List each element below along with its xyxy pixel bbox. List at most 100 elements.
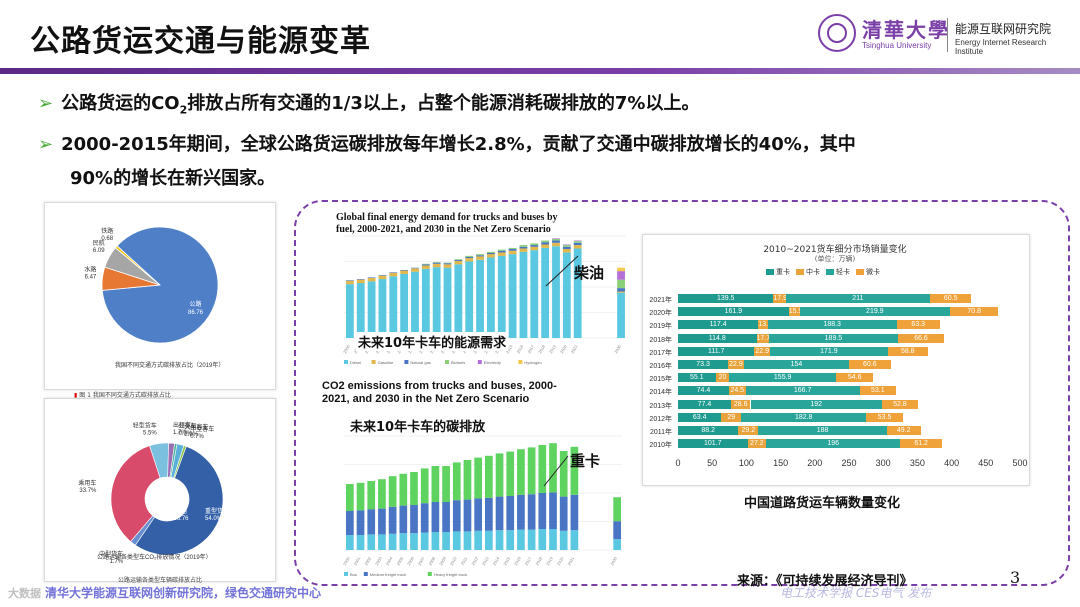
energyChart-bar-2006-diesel [411,271,419,338]
charts-dashed-frame [294,200,1070,586]
hbar-segment-微卡: 53.5 [866,412,903,422]
energyChart-bar-2009-gasoline [443,264,452,268]
energyChart-tick-2019: 2019 [548,343,557,354]
energyChart-bar-2008-diesel [432,267,441,338]
bullet-1: ➢ 公路货运的CO2排放占所有交通的1/3以上，占整个能源消耗碳排放的7%以上。 [38,90,699,125]
co2Chart-bar-2015-bus [506,530,515,550]
co2Chart-tick-2021: 2021 [566,555,575,566]
hbar-segment-中卡: 24.5 [728,386,746,396]
hbar-ylabel: 2018年 [649,336,672,344]
hbar-segment-重卡: 114.8 [678,333,757,343]
co2Chart-bar-2002-bus [367,534,376,550]
hbar-xtick: 100 [738,458,754,469]
co2Chart-bar-2013-heavy-freight-truck [485,455,493,498]
hbar-ylabel: 2010年 [649,442,672,450]
hbar-segment-微卡: 60.5 [929,294,972,303]
energyChart-bar-2003-gasoline [378,275,387,280]
co2Chart-bar-2004-bus [388,533,397,550]
hbar-legend-swatch-2 [826,269,834,275]
co2Chart-bar-2013-medium-freight-truck [485,497,493,531]
co2Chart-tick-2001: 2001 [353,555,362,566]
hbar-segment-轻卡: 188.3 [767,320,897,330]
energyChart-bar-2006-natural-gas [411,267,419,269]
bullet-2-line-1: 2000-2015年期间，全球公路货运碳排放每年增长2.8%，贡献了交通中碳排放… [61,134,856,155]
energyChart-legend-swatch-3 [445,360,449,364]
energyChart-tick-2017: 2017 [526,343,535,354]
co2Chart-bar-2030-medium-freight-truck [613,521,622,540]
hbar-legend-label-1: 中卡 [806,268,820,276]
hbar-xtick: 500 [1012,458,1028,469]
energyChart-bar-2011-gasoline [465,258,474,262]
co2Chart-bar-2012-heavy-freight-truck [474,457,483,499]
hbar-row-2010年: 101.7 27.2 196 61.2 [678,439,1020,449]
energyChart-bar-2030-gasoline [617,291,625,293]
energy-demand-chart: 2000200120022003200420052006200720082009… [342,235,626,365]
hbar-segment-微卡: 61.2 [900,439,943,449]
energyChart-bar-2000-natural-gas [346,280,354,281]
co2Chart-bar-2020-heavy-freight-truck [559,451,568,497]
hbar-segment-轻卡: 171.9 [770,346,888,356]
energyChart-bar-2016-biofuels [519,245,528,247]
co2Chart-bar-2012-medium-freight-truck [474,498,483,531]
hbar-segment-微卡: 66.6 [898,333,944,343]
hbar-segment-微卡: 70.8 [950,307,999,317]
co2Chart-bar-2002-heavy-freight-truck [367,481,376,510]
hbar-segment-重卡: 161.9 [678,307,789,317]
pie1-title: 我国不同交通方式碳排放占比（2019年） [115,361,224,369]
energyChart-bar-2030-biofuels [617,279,625,289]
energyChart-tick-2016: 2016 [516,343,525,354]
hbar-segment-重卡: 77.4 [678,399,731,409]
energyChart-bar-2001-gasoline [356,279,365,284]
energyChart-bar-2000-gasoline [346,280,354,285]
hbar-segment-轻卡: 188 [758,426,887,435]
co2Chart-tick-2018: 2018 [534,555,543,566]
hbar-segment-微卡: 58.8 [887,346,928,356]
co2Chart-tick-2009: 2009 [438,555,447,566]
co2Chart-tick-2010: 2010 [449,555,458,566]
co2-chart-title: CO2 emissions from trucks and buses, 200… [322,380,557,405]
energyChart-bar-2008-gasoline [432,263,441,268]
energyChart-bar-2017-natural-gas [530,245,539,247]
hbar-segment-微卡: 60.6 [849,360,891,369]
tsinghua-logo: 清華大學 Tsinghua University 能源互联网研究院 Energy… [812,14,1072,58]
co2Chart-bar-2000-medium-freight-truck [346,511,354,535]
co2Chart-bar-2011-heavy-freight-truck [463,460,472,500]
co2Chart-legend-label-2: Heavy freight truck [434,572,467,577]
energyChart-bar-2011-natural-gas [465,256,474,259]
hbar-segment-重卡: 101.7 [678,439,748,449]
co2Chart-bar-2019-medium-freight-truck [549,492,557,529]
energyChart-tick-2021: 2021 [570,343,579,354]
energyChart-legend-swatch-5 [518,360,523,364]
energyChart-bar-2010-diesel [454,264,463,338]
co2Chart-bar-2009-bus [442,532,450,550]
co2Chart-bar-2015-medium-freight-truck [506,496,515,531]
hbar-xtick: 450 [978,458,994,469]
hbar-segment-中卡: 28.6 [730,399,751,409]
hbar-segment-重卡: 117.4 [678,320,759,330]
co2Chart-bar-2018-heavy-freight-truck [538,445,547,493]
energyChart-bar-2021-natural-gas [573,242,582,246]
hbar-segment-中卡: 17.7 [756,333,769,343]
hbar-segment-中卡: 20 [715,373,730,383]
co2Chart-bar-2001-heavy-freight-truck [356,482,365,511]
donut-label-6: 大型客车 [184,423,208,431]
energyChart-bar-2006-gasoline [411,268,419,272]
hbar-unit: (单位：万辆) [814,255,856,263]
institute-name-en: Energy Internet Research Institute [955,38,1047,56]
energyChart-bar-2020-biofuels [562,245,571,247]
donut-label-2: 乘用车 [78,479,96,487]
energyChart-bar-2005-gasoline [400,270,409,274]
hbar-ylabel: 2011年 [649,429,672,436]
hbar-xtick: 150 [773,458,789,469]
co2Chart-bar-2015-heavy-freight-truck [506,451,515,496]
donut-slice-7 [173,445,187,479]
co2Chart-bar-2017-heavy-freight-truck [527,447,536,495]
donut-value-6: 2.0% [184,432,198,438]
co2Chart-bar-2014-bus [495,530,504,550]
energyChart-bar-2030-diesel [617,292,625,338]
hbar-segment-中卡: 27.2 [747,439,767,449]
hbar-ylabel: 2016年 [649,363,672,370]
co2Chart-tick-2015: 2015 [502,555,511,566]
pie1-slice-0 [101,226,219,344]
hbar-xtick: 0 [675,458,681,469]
